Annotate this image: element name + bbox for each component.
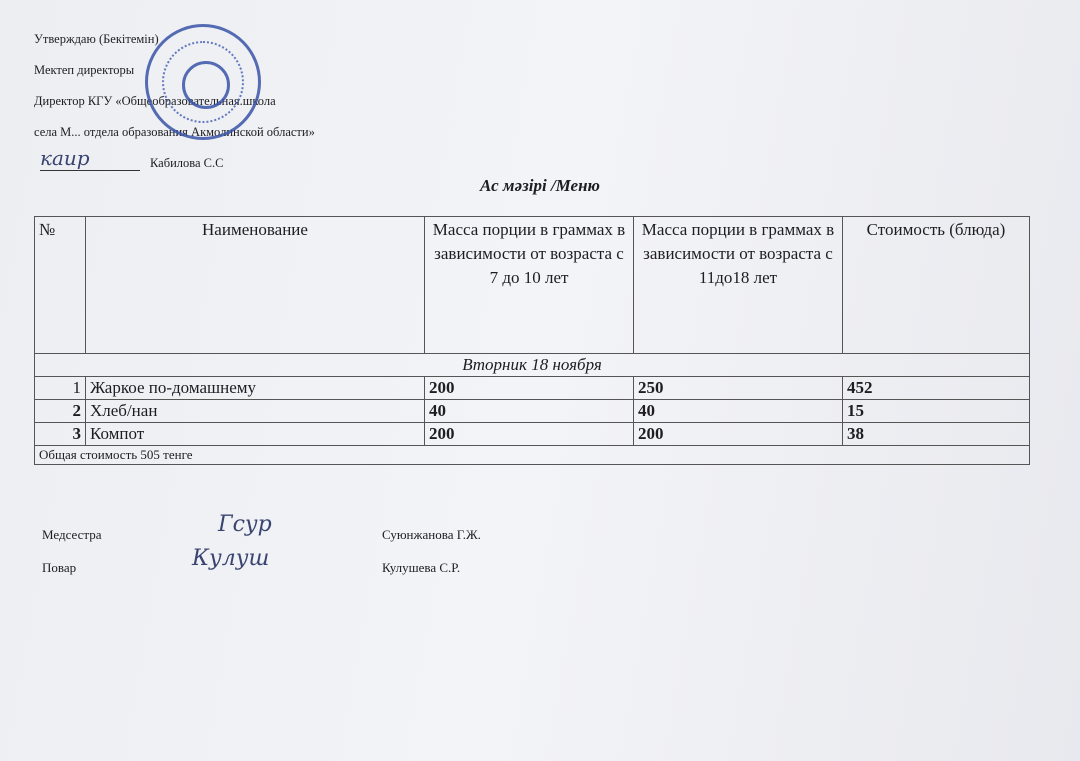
header-mass-11-18: Масса порции в граммах в зависимости от … [633,216,843,354]
page-title: Ас мәзірі /Меню [480,176,600,195]
mass-11-18: 200 [633,422,843,446]
table-row: 1 Жаркое по-домашнему 200 250 452 [34,376,1030,400]
menu-table: № Наименование Масса порции в граммах в … [34,216,1030,465]
table-row: 2 Хлеб/нан 40 40 15 [34,399,1030,423]
cost: 38 [842,422,1030,446]
approval-line-2: Мектеп директоры [34,63,135,77]
approval-line-1: Утверждаю (Бекітемін) [34,32,159,46]
mass-7-10: 200 [424,422,634,446]
nurse-name: Суюнжанова Г.Ж. [382,527,481,542]
mass-11-18: 40 [633,399,843,423]
cook-signature: Кулуш [192,546,270,571]
day-row: Вторник 18 ноября [34,353,1030,377]
dish-name: Компот [85,422,425,446]
cook-role: Повар [42,560,77,575]
cost: 15 [842,399,1030,423]
mass-11-18: 250 [633,376,843,400]
row-number: 1 [34,376,86,400]
dish-name: Хлеб/нан [85,399,425,423]
total-cost: Общая стоимость 505 тенге [34,445,1030,465]
header-number: № [34,216,86,354]
mass-7-10: 200 [424,376,634,400]
cook-name: Кулушева С.Р. [382,560,461,575]
nurse-role: Медсестра [42,527,102,542]
director-signature: каир [40,146,140,171]
header-name: Наименование [85,216,425,354]
mass-7-10: 40 [424,399,634,423]
header-cost: Стоимость (блюда) [842,216,1030,354]
director-name: Кабилова С.С [150,156,224,170]
table-row: 3 Компот 200 200 38 [34,422,1030,446]
dish-name: Жаркое по-домашнему [85,376,425,400]
official-seal [145,24,261,140]
header-mass-7-10: Масса порции в граммах в зависимости от … [424,216,634,354]
row-number: 2 [34,399,86,423]
row-number: 3 [34,422,86,446]
nurse-signature: Гсур [218,512,272,537]
cost: 452 [842,376,1030,400]
